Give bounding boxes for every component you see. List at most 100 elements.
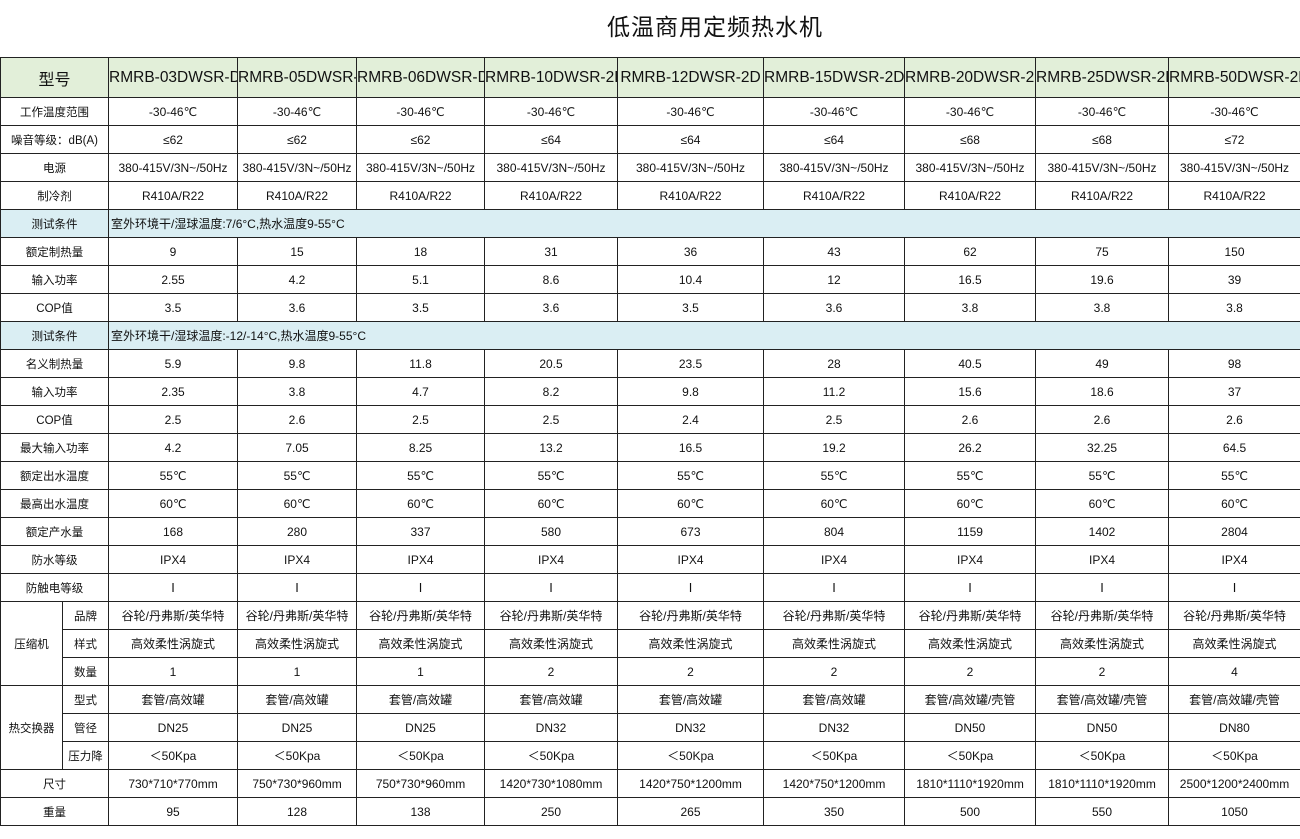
header-label: 型号 — [0, 57, 110, 98]
model-header: RMRB-06DWSR-D — [356, 57, 486, 98]
table-cell: 16.5 — [617, 433, 765, 462]
table-cell: 250 — [484, 797, 619, 826]
table-cell: 谷轮/丹弗斯/英华特 — [617, 601, 765, 630]
table-cell: 套管/高效罐 — [484, 685, 619, 714]
table-row: 防触电等级 Ⅰ Ⅰ Ⅰ Ⅰ Ⅰ Ⅰ Ⅰ Ⅰ Ⅰ — [0, 573, 1300, 602]
table-cell: 23.5 — [617, 349, 765, 378]
table-cell: 2.6 — [1168, 405, 1300, 434]
table-cell: 730*710*770mm — [108, 769, 239, 798]
table-cell: 60℃ — [108, 489, 239, 518]
table-cell: 280 — [237, 517, 358, 546]
table-cell: 高效柔性涡旋式 — [484, 629, 619, 658]
table-cell: 15 — [237, 237, 358, 266]
table-cell: 55℃ — [1035, 461, 1170, 490]
table-cell: 5.1 — [356, 265, 486, 294]
table-cell: DN50 — [1035, 713, 1170, 742]
table-cell: 1 — [237, 657, 358, 686]
table-cell: 套管/高效罐/壳管 — [1035, 685, 1170, 714]
table-cell: 套管/高效罐 — [763, 685, 906, 714]
table-cell: 750*730*960mm — [237, 769, 358, 798]
table-cell: R410A/R22 — [356, 181, 486, 210]
table-cell: 55℃ — [237, 461, 358, 490]
table-cell: Ⅰ — [356, 573, 486, 602]
table-cell: 18 — [356, 237, 486, 266]
table-cell: Ⅰ — [237, 573, 358, 602]
table-cell: 1810*1110*1920mm — [1035, 769, 1170, 798]
table-cell: 谷轮/丹弗斯/英华特 — [1168, 601, 1300, 630]
table-row: COP值 2.5 2.6 2.5 2.5 2.4 2.5 2.6 2.6 2.6 — [0, 405, 1300, 434]
table-cell: 60℃ — [904, 489, 1037, 518]
spec-table: 型号RMRB-03DWSR-DRMRB-05DWSR-DRMRB-06DWSR-… — [0, 57, 1300, 826]
table-cell: ＜50Kpa — [108, 741, 239, 770]
table-row: 最大输入功率 4.2 7.05 8.25 13.2 16.5 19.2 26.2 32.25 64… — [0, 433, 1300, 462]
table-cell: 500 — [904, 797, 1037, 826]
table-cell: 265 — [617, 797, 765, 826]
table-cell: 2.5 — [108, 405, 239, 434]
table-cell: 20.5 — [484, 349, 619, 378]
table-cell: 2 — [1035, 657, 1170, 686]
table-cell: 高效柔性涡旋式 — [356, 629, 486, 658]
table-row: 工作温度范围 -30-46℃ -30-46℃ -30-46℃ -30-46℃ -30-46… — [0, 97, 1300, 126]
table-cell: 高效柔性涡旋式 — [237, 629, 358, 658]
table-cell: R410A/R22 — [484, 181, 619, 210]
row-label: 数量 — [61, 657, 110, 686]
condition-text: 室外环境干/湿球温度:7/6°C,热水温度9-55°C — [108, 209, 1300, 238]
table-cell: 高效柔性涡旋式 — [904, 629, 1037, 658]
table-cell: 高效柔性涡旋式 — [763, 629, 906, 658]
table-cell: 3.8 — [1168, 293, 1300, 322]
table-cell: 谷轮/丹弗斯/英华特 — [237, 601, 358, 630]
table-cell: ≤62 — [108, 125, 239, 154]
table-cell: Ⅰ — [617, 573, 765, 602]
table-row: 重量 95 128 138 250 265 350 500 550 1050 — [0, 797, 1300, 826]
condition-row: 测试条件 室外环境干/湿球温度:7/6°C,热水温度9-55°C — [0, 209, 1300, 238]
table-cell: 谷轮/丹弗斯/英华特 — [108, 601, 239, 630]
table-cell: 380-415V/3N~/50Hz — [1168, 153, 1300, 182]
row-label: 尺寸 — [0, 769, 110, 798]
table-cell: 8.25 — [356, 433, 486, 462]
table-cell: 1402 — [1035, 517, 1170, 546]
table-cell: ≤68 — [904, 125, 1037, 154]
table-cell: -30-46℃ — [617, 97, 765, 126]
table-cell: Ⅰ — [108, 573, 239, 602]
table-cell: -30-46℃ — [108, 97, 239, 126]
table-cell: DN32 — [763, 713, 906, 742]
table-cell: IPX4 — [904, 545, 1037, 574]
table-cell: 2 — [484, 657, 619, 686]
table-cell: 19.6 — [1035, 265, 1170, 294]
table-cell: IPX4 — [484, 545, 619, 574]
table-cell: 60℃ — [1168, 489, 1300, 518]
table-cell: 15.6 — [904, 377, 1037, 406]
row-label: 最高出水温度 — [0, 489, 110, 518]
table-cell: 2804 — [1168, 517, 1300, 546]
table-cell: 4 — [1168, 657, 1300, 686]
table-cell: 55℃ — [904, 461, 1037, 490]
table-cell: IPX4 — [356, 545, 486, 574]
table-cell: 750*730*960mm — [356, 769, 486, 798]
table-cell: Ⅰ — [1168, 573, 1300, 602]
row-label: 电源 — [0, 153, 110, 182]
table-row: 最高出水温度 60℃ 60℃ 60℃ 60℃ 60℃ 60℃ 60℃ 60℃ 60℃ — [0, 489, 1300, 518]
table-cell: 2.6 — [237, 405, 358, 434]
table-cell: 3.6 — [763, 293, 906, 322]
table-cell: ＜50Kpa — [617, 741, 765, 770]
table-cell: 9 — [108, 237, 239, 266]
table-cell: 谷轮/丹弗斯/英华特 — [763, 601, 906, 630]
table-cell: 1 — [356, 657, 486, 686]
row-label: 样式 — [61, 629, 110, 658]
table-cell: 380-415V/3N~/50Hz — [763, 153, 906, 182]
table-cell: 60℃ — [617, 489, 765, 518]
table-cell: 2500*1200*2400mm — [1168, 769, 1300, 798]
table-cell: 1159 — [904, 517, 1037, 546]
table-cell: 16.5 — [904, 265, 1037, 294]
table-cell: ≤62 — [356, 125, 486, 154]
table-cell: -30-46℃ — [1035, 97, 1170, 126]
table-row: 数量 1 1 1 2 2 2 2 2 4 — [1, 657, 1300, 686]
row-label: 压力降 — [61, 741, 110, 770]
table-row: 防水等级 IPX4 IPX4 IPX4 IPX4 IPX4 IPX4 IPX4 IPX4 IPX4 — [0, 545, 1300, 574]
table-cell: 8.6 — [484, 265, 619, 294]
table-cell: 2 — [904, 657, 1037, 686]
table-cell: -30-46℃ — [1168, 97, 1300, 126]
condition-text: 室外环境干/湿球温度:-12/-14°C,热水温度9-55°C — [108, 321, 1300, 350]
table-cell: 40.5 — [904, 349, 1037, 378]
table-cell: 49 — [1035, 349, 1170, 378]
